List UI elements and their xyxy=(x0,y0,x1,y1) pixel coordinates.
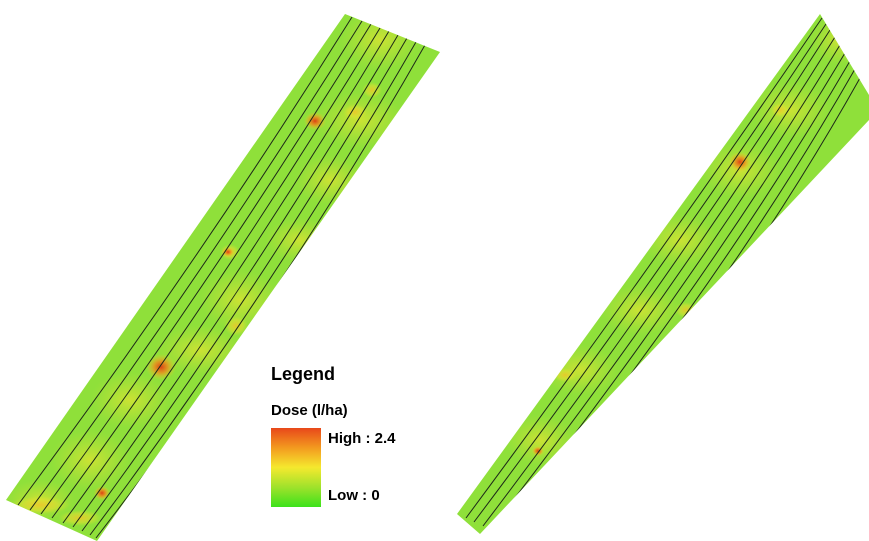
legend-color-ramp xyxy=(271,428,321,507)
legend-low-label: Low : 0 xyxy=(328,487,380,504)
legend-high-label: High : 2.4 xyxy=(328,430,396,447)
legend-subtitle: Dose (l/ha) xyxy=(271,402,348,419)
right-field-dose-map xyxy=(457,14,869,534)
legend-title: Legend xyxy=(271,364,336,384)
legend: Legend Dose (l/ha) High : 2.4 Low : 0 xyxy=(271,362,431,522)
left-field-dose-map xyxy=(6,14,440,541)
